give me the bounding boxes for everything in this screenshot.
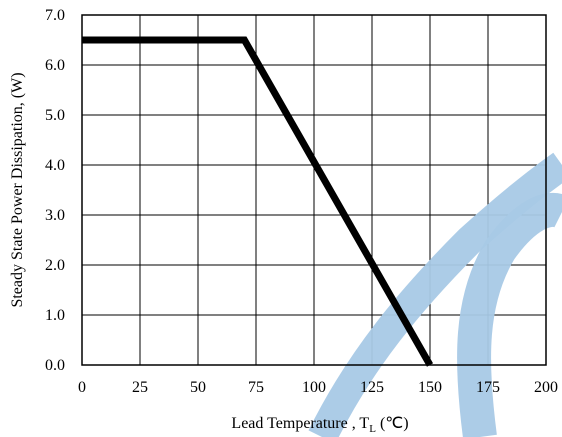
y-tick-label: 4.0 (45, 157, 65, 174)
x-tick-label: 150 (418, 379, 442, 396)
x-tick-label: 50 (190, 379, 206, 396)
x-tick-label: 100 (302, 379, 326, 396)
x-tick-label: 125 (360, 379, 384, 396)
y-tick-label: 7.0 (45, 7, 65, 24)
y-axis-label: Steady State Power Dissipation, (W) (9, 72, 26, 307)
y-tick-label: 1.0 (45, 307, 65, 324)
x-axis-label-subscript: L (369, 423, 376, 435)
y-tick-label: 2.0 (45, 257, 65, 274)
y-tick-label: 6.0 (45, 57, 65, 74)
series-line (82, 36, 434, 367)
y-axis-ticks: 0.0 1.0 2.0 3.0 4.0 5.0 6.0 7.0 (45, 7, 65, 374)
x-tick-label: 75 (248, 379, 264, 396)
x-tick-label: 0 (78, 379, 86, 396)
x-axis-ticks: 0 25 50 75 100 125 150 175 200 (78, 379, 558, 396)
watermark-logo (308, 152, 562, 437)
y-tick-label: 0.0 (45, 357, 65, 374)
x-axis-label-main: Lead Temperature , T (231, 415, 369, 432)
y-tick-label: 3.0 (45, 207, 65, 224)
x-tick-label: 200 (534, 379, 558, 396)
series-group (82, 36, 434, 367)
y-tick-label: 5.0 (45, 107, 65, 124)
plot-area-frame (81, 14, 547, 366)
x-axis-label: Lead Temperature , TL (℃) (231, 415, 408, 435)
x-axis-label-unit: (℃) (380, 415, 409, 432)
x-tick-label: 25 (132, 379, 148, 396)
x-tick-label: 175 (476, 379, 500, 396)
